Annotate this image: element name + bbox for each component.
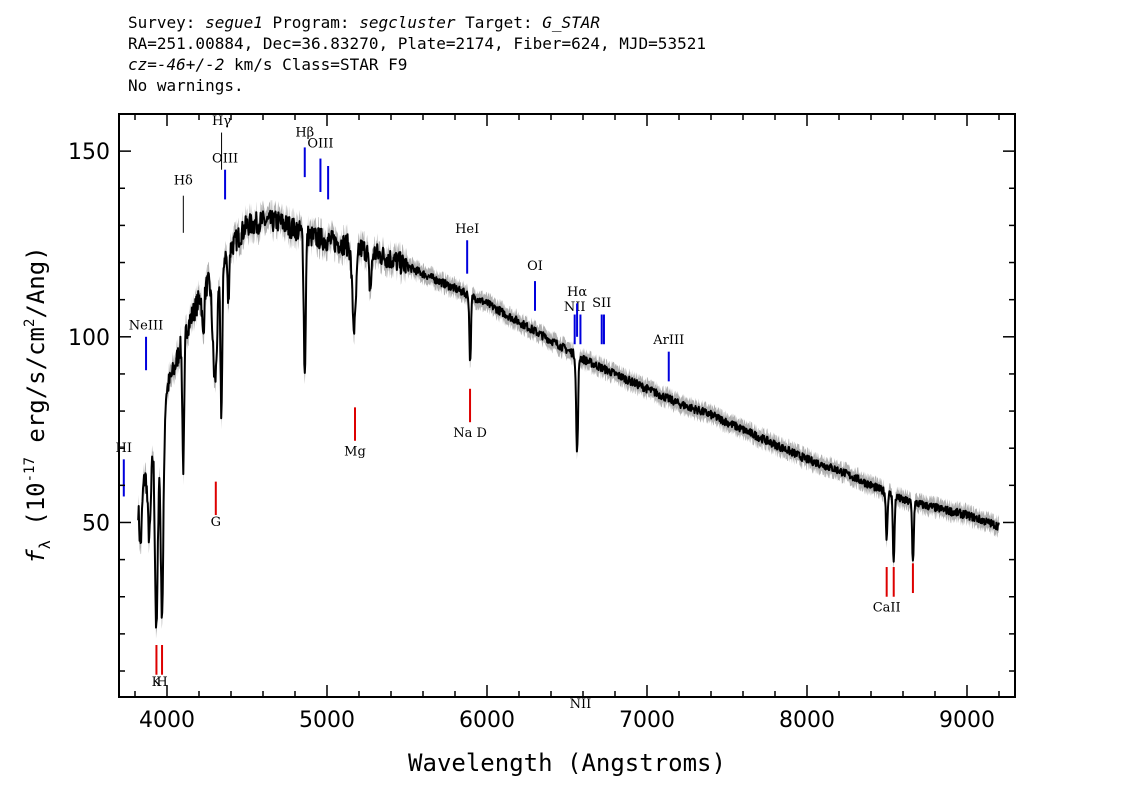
x-tick-label: 4000 bbox=[139, 708, 195, 733]
line-label: CaII bbox=[873, 601, 901, 616]
line-label: NII bbox=[564, 300, 586, 315]
cz-label: cz= bbox=[128, 55, 157, 74]
target-value: G_STAR bbox=[542, 13, 601, 32]
survey-label: Survey: bbox=[128, 13, 206, 32]
y-axis-subscript: λ bbox=[36, 540, 54, 549]
y-axis-unit-a: (10 bbox=[22, 482, 50, 540]
y-tick-label: 100 bbox=[68, 326, 110, 351]
line-label: NII bbox=[570, 697, 592, 712]
x-tick-label: 5000 bbox=[299, 708, 355, 733]
line-label: H bbox=[156, 675, 167, 690]
target-label: Target: bbox=[455, 13, 543, 32]
line-label: NeIII bbox=[129, 318, 163, 333]
x-tick-label: 6000 bbox=[459, 708, 515, 733]
program-label: Program: bbox=[262, 13, 360, 32]
x-tick-label: 9000 bbox=[939, 708, 995, 733]
line-label: Mg bbox=[344, 445, 366, 460]
line-label: G bbox=[211, 515, 221, 530]
axis-tick-layer: 4000 5000 6000 7000 8000 9000 50 100 150 bbox=[68, 113, 1015, 733]
y-tick-label: 150 bbox=[68, 140, 110, 165]
header-line-redshift: cz=-46+/-2 km/s Class=STAR F9 bbox=[128, 54, 706, 75]
line-label: OI bbox=[527, 259, 543, 274]
line-label: Hα bbox=[567, 285, 587, 300]
x-tick-label: 7000 bbox=[619, 708, 675, 733]
x-axis-title: Wavelength (Angstroms) bbox=[408, 749, 726, 777]
y-axis-unit-c: /Ang) bbox=[22, 246, 50, 318]
line-label: Na D bbox=[453, 426, 487, 441]
line-label: HeI bbox=[455, 222, 479, 237]
header-line-coordinates: RA=251.00884, Dec=36.83270, Plate=2174, … bbox=[128, 34, 706, 53]
line-label: ArIII bbox=[652, 333, 684, 348]
line-label: Hδ bbox=[174, 174, 193, 189]
error-band bbox=[138, 199, 999, 639]
line-label: SII bbox=[592, 296, 611, 311]
survey-value: segue1 bbox=[205, 13, 263, 32]
line-label: Hγ bbox=[212, 114, 231, 129]
cz-unit-class: km/s Class=STAR F9 bbox=[224, 55, 408, 74]
line-label: OIII bbox=[307, 136, 333, 151]
line-label: OIII bbox=[212, 151, 238, 166]
y-axis-symbol: f bbox=[22, 549, 50, 564]
error-band-layer bbox=[138, 199, 999, 639]
plot-frame bbox=[118, 113, 1016, 698]
y-axis-unit-b: erg/s/cm bbox=[22, 327, 50, 457]
cz-value: -46+/-2 bbox=[156, 55, 225, 74]
y-axis-exponent: -17 bbox=[22, 457, 38, 482]
x-tick-label: 8000 bbox=[779, 708, 835, 733]
y-tick-label: 50 bbox=[82, 511, 110, 536]
spectrum-layer bbox=[137, 209, 1000, 629]
header-line-survey: Survey: segue1 Program: segcluster Targe… bbox=[128, 12, 706, 33]
y-axis-square: 2 bbox=[22, 319, 38, 327]
program-value: segcluster bbox=[359, 13, 456, 32]
spectrum-header: Survey: segue1 Program: segcluster Targe… bbox=[128, 12, 706, 96]
spectrum-line bbox=[137, 209, 1000, 629]
line-label: Hβ bbox=[295, 125, 314, 140]
line-marker-layer: HINeIIIHδHγOIIIHβOIIIHeIOINIIHαNIISIIArI… bbox=[116, 114, 914, 712]
header-line-warnings: No warnings. bbox=[128, 76, 244, 95]
y-axis-title: fλ (10-17 erg/s/cm2/Ang) bbox=[22, 246, 54, 563]
line-label: K bbox=[152, 675, 162, 690]
